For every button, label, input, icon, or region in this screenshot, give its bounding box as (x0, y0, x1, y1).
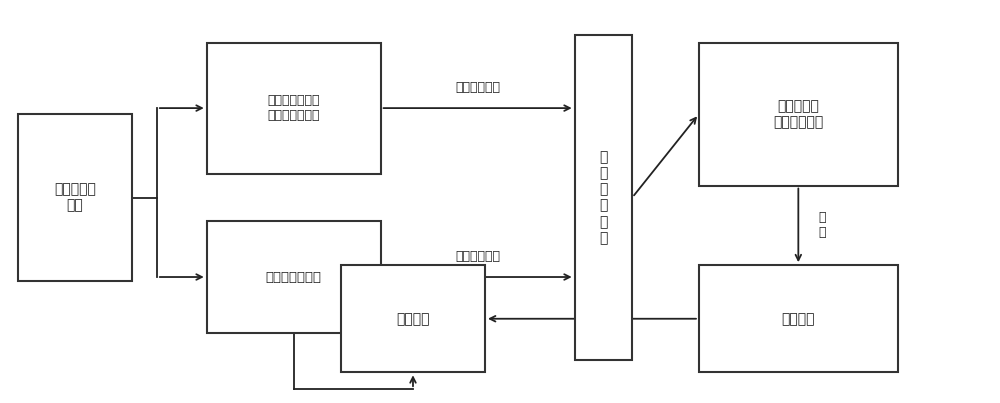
FancyBboxPatch shape (207, 221, 381, 332)
Text: 与目标序列等长
的可用样本序列: 与目标序列等长 的可用样本序列 (267, 94, 320, 122)
Text: 现场实际数
据库: 现场实际数 据库 (54, 183, 96, 213)
Text: 机器学习: 机器学习 (782, 312, 815, 326)
Text: 非等间距分割: 非等间距分割 (455, 81, 500, 94)
FancyBboxPatch shape (18, 114, 132, 281)
Text: 数据填补: 数据填补 (396, 312, 430, 326)
Text: 训
练: 训 练 (818, 211, 826, 239)
Text: 计算相似度
筛选训练样本: 计算相似度 筛选训练样本 (773, 99, 823, 129)
FancyBboxPatch shape (207, 43, 381, 174)
FancyBboxPatch shape (699, 43, 898, 186)
FancyBboxPatch shape (699, 265, 898, 372)
Text: 非等间距分割: 非等间距分割 (455, 250, 500, 263)
Text: 序
列
形
态
表
示: 序 列 形 态 表 示 (599, 150, 608, 245)
Text: 待填补目标序列: 待填补目标序列 (266, 270, 322, 284)
FancyBboxPatch shape (575, 35, 632, 360)
FancyBboxPatch shape (341, 265, 485, 372)
